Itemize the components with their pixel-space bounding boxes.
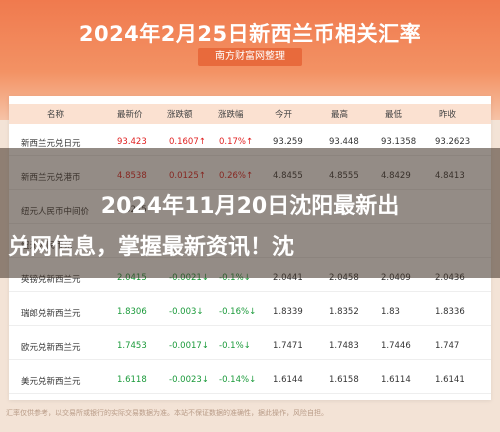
- cell-high: 1.7483: [329, 341, 359, 351]
- cell-price: 93.423: [117, 137, 147, 147]
- headline-line-2: 兑网信息，掌握最新资讯！沈: [8, 235, 295, 260]
- cell-price: 1.6118: [117, 375, 147, 385]
- cell-pct: -0.1%↓: [219, 273, 251, 283]
- table-header: [9, 104, 491, 124]
- cell-pct: -0.1%↓: [219, 341, 251, 351]
- page-title: 2024年2月25日新西兰币相关汇率: [78, 22, 422, 46]
- cell-prev: 1.747: [435, 341, 460, 351]
- col-header-open: 今开: [275, 110, 293, 120]
- cell-name: 英镑兑新西兰元: [21, 275, 81, 285]
- cell-prev: 1.6141: [435, 375, 465, 385]
- table-row: 美元兑新西兰元 1.6118 -0.0023↓ -0.14%↓ 1.6144 1.6158…: [9, 364, 491, 394]
- disclaimer-text: 汇率仅供参考，以交易所或银行的实际交易数据为准。本站不保证数据的准确性，据此操作…: [6, 409, 328, 417]
- col-header-high: 最高: [331, 110, 349, 120]
- col-header-change: 涨跌额: [167, 110, 193, 120]
- cell-prev: 2.0436: [435, 273, 465, 283]
- cell-open: 1.7471: [273, 341, 303, 351]
- cell-low: 1.6114: [381, 375, 411, 385]
- cell-open: 1.8339: [273, 307, 303, 317]
- cell-price: 2.0415: [117, 273, 147, 283]
- cell-chg: -0.0021↓: [169, 273, 209, 283]
- table-row: 欧元兑新西兰元 1.7453 -0.0017↓ -0.1%↓ 1.7471 1.7483 1…: [9, 330, 491, 360]
- cell-open: 2.0441: [273, 273, 303, 283]
- headline-overlay: [0, 148, 500, 278]
- cell-price: 1.8306: [117, 307, 147, 317]
- headline-line-1: 2024年11月20日沈阳最新出: [100, 194, 400, 219]
- col-header-percent: 涨跌幅: [218, 110, 244, 120]
- cell-name: 新西兰元兑日元: [21, 139, 81, 149]
- cell-pct: -0.16%↓: [219, 307, 257, 317]
- cell-chg: -0.003↓: [169, 307, 204, 317]
- cell-open: 1.6144: [273, 375, 303, 385]
- cell-prev: 93.2623: [435, 137, 471, 147]
- cell-high: 93.448: [329, 137, 359, 147]
- col-header-name: 名称: [47, 110, 65, 120]
- cell-low: 1.83: [381, 307, 400, 317]
- cell-low: 2.0409: [381, 273, 411, 283]
- cell-price: 1.7453: [117, 341, 147, 351]
- col-header-low: 最低: [385, 110, 403, 120]
- table-row: 瑞郎兑新西兰元 1.8306 -0.003↓ -0.16%↓ 1.8339 1.8352 1…: [9, 296, 491, 326]
- table-row: 英镑兑新西兰元 2.0415 -0.0021↓ -0.1%↓ 2.0441 2.0458 2…: [9, 262, 491, 292]
- cell-chg: -0.0023↓: [169, 375, 209, 385]
- cell-prev: 1.8336: [435, 307, 465, 317]
- cell-high: 2.0458: [329, 273, 359, 283]
- cell-high: 1.6158: [329, 375, 359, 385]
- cell-name: 欧元兑新西兰元: [21, 343, 81, 353]
- cell-low: 1.7446: [381, 341, 411, 351]
- cell-open: 93.259: [273, 137, 303, 147]
- col-header-price: 最新价: [117, 110, 143, 120]
- cell-low: 93.1358: [381, 137, 417, 147]
- source-badge: 南方财富网整理: [198, 48, 302, 66]
- cell-high: 1.8352: [329, 307, 359, 317]
- cell-chg: 0.1607↑: [169, 137, 206, 147]
- col-header-prev: 昨收: [439, 110, 457, 120]
- cell-pct: -0.14%↓: [219, 375, 257, 385]
- cell-pct: 0.17%↑: [219, 137, 254, 147]
- cell-chg: -0.0017↓: [169, 341, 209, 351]
- cell-name: 美元兑新西兰元: [21, 377, 81, 387]
- cell-name: 瑞郎兑新西兰元: [21, 309, 81, 319]
